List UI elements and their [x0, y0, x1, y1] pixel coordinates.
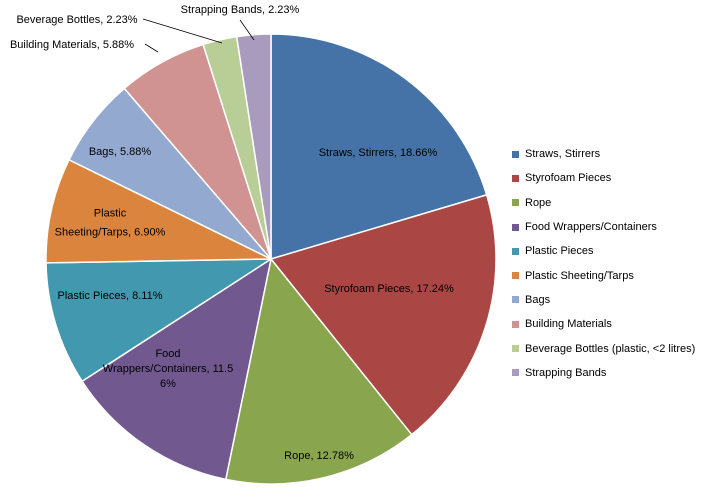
- data-label: Building Materials, 5.88%: [10, 39, 134, 51]
- legend-item: Plastic Pieces: [512, 239, 695, 263]
- legend-item: Straws, Stirrers: [512, 142, 695, 166]
- legend-item: Beverage Bottles (plastic, <2 litres): [512, 336, 695, 360]
- legend-swatch: [512, 174, 519, 182]
- pie-slice-straws-stirrers: [270, 33, 488, 261]
- data-label-line: Food: [155, 348, 180, 360]
- legend-item: Food Wrappers/Containers: [512, 215, 695, 239]
- data-label: Rope, 12.78%: [284, 450, 354, 462]
- leader-lines-layer: [142, 18, 255, 53]
- slices-layer: [45, 33, 497, 485]
- data-label: Styrofoam Pieces, 17.24%: [324, 283, 454, 295]
- data-label-line: 6%: [160, 378, 176, 390]
- legend-swatch: [512, 296, 519, 304]
- leader-line: [239, 19, 255, 41]
- data-label-line: Plastic: [94, 208, 127, 220]
- legend-label: Bags: [525, 293, 551, 306]
- data-label: Bags, 5.88%: [89, 146, 152, 158]
- legend-item: Bags: [512, 288, 695, 312]
- pie-slice-strapping-bands: [235, 33, 272, 260]
- legend-label: Styrofoam Pieces: [525, 172, 612, 185]
- data-label: Beverage Bottles, 2.23%: [16, 14, 137, 26]
- legend-item: Strapping Bands: [512, 361, 695, 385]
- legend: Straws, Stirrers Styrofoam Pieces Rope Food…: [512, 142, 695, 385]
- legend-item: Plastic Sheeting/Tarps: [512, 263, 695, 287]
- legend-swatch: [512, 247, 519, 255]
- data-label: Straws, Stirrers, 18.66%: [319, 147, 438, 159]
- legend-label: Plastic Pieces: [525, 245, 594, 258]
- data-label: Strapping Bands, 2.23%: [181, 4, 300, 16]
- data-label-line: Wrappers/Containers, 11.5: [103, 363, 233, 375]
- legend-item: Styrofoam Pieces: [512, 166, 695, 190]
- legend-label: Building Materials: [525, 318, 612, 331]
- pie-slice-rope: [224, 257, 413, 485]
- legend-swatch: [512, 223, 519, 231]
- legend-label: Strapping Bands: [525, 366, 607, 379]
- legend-swatch: [512, 199, 519, 207]
- legend-swatch: [512, 150, 519, 158]
- legend-swatch: [512, 345, 519, 353]
- legend-item: Rope: [512, 191, 695, 215]
- pie-slice-plastic-sheeting-tarps: [45, 158, 272, 264]
- pie-slice-plastic-pieces: [45, 258, 274, 383]
- legend-swatch: [512, 320, 519, 328]
- legend-swatch: [512, 369, 519, 377]
- data-label-line: Sheeting/Tarps, 6.90%: [55, 227, 166, 239]
- legend-item: Building Materials: [512, 312, 695, 336]
- data-label: Plastic Pieces, 8.11%: [58, 290, 163, 302]
- leader-line: [142, 18, 223, 44]
- legend-swatch: [512, 272, 519, 280]
- data-label: Food Wrappers/Containers, 11.5 6%: [103, 348, 233, 390]
- legend-label: Straws, Stirrers: [525, 148, 601, 161]
- data-labels-layer: Straws, Stirrers, 18.66% Styrofoam Pieces…: [10, 4, 454, 462]
- legend-label: Rope: [525, 196, 552, 209]
- legend-label: Beverage Bottles (plastic, <2 litres): [525, 342, 696, 355]
- data-label: Plastic Sheeting/Tarps, 6.90%: [55, 208, 166, 239]
- legend-label: Food Wrappers/Containers: [525, 221, 657, 234]
- pie-slice-styrofoam-pieces: [269, 193, 497, 436]
- pie-slice-food-wrappers-containers: [81, 257, 273, 481]
- legend-label: Plastic Sheeting/Tarps: [525, 269, 634, 282]
- leader-line: [144, 43, 159, 53]
